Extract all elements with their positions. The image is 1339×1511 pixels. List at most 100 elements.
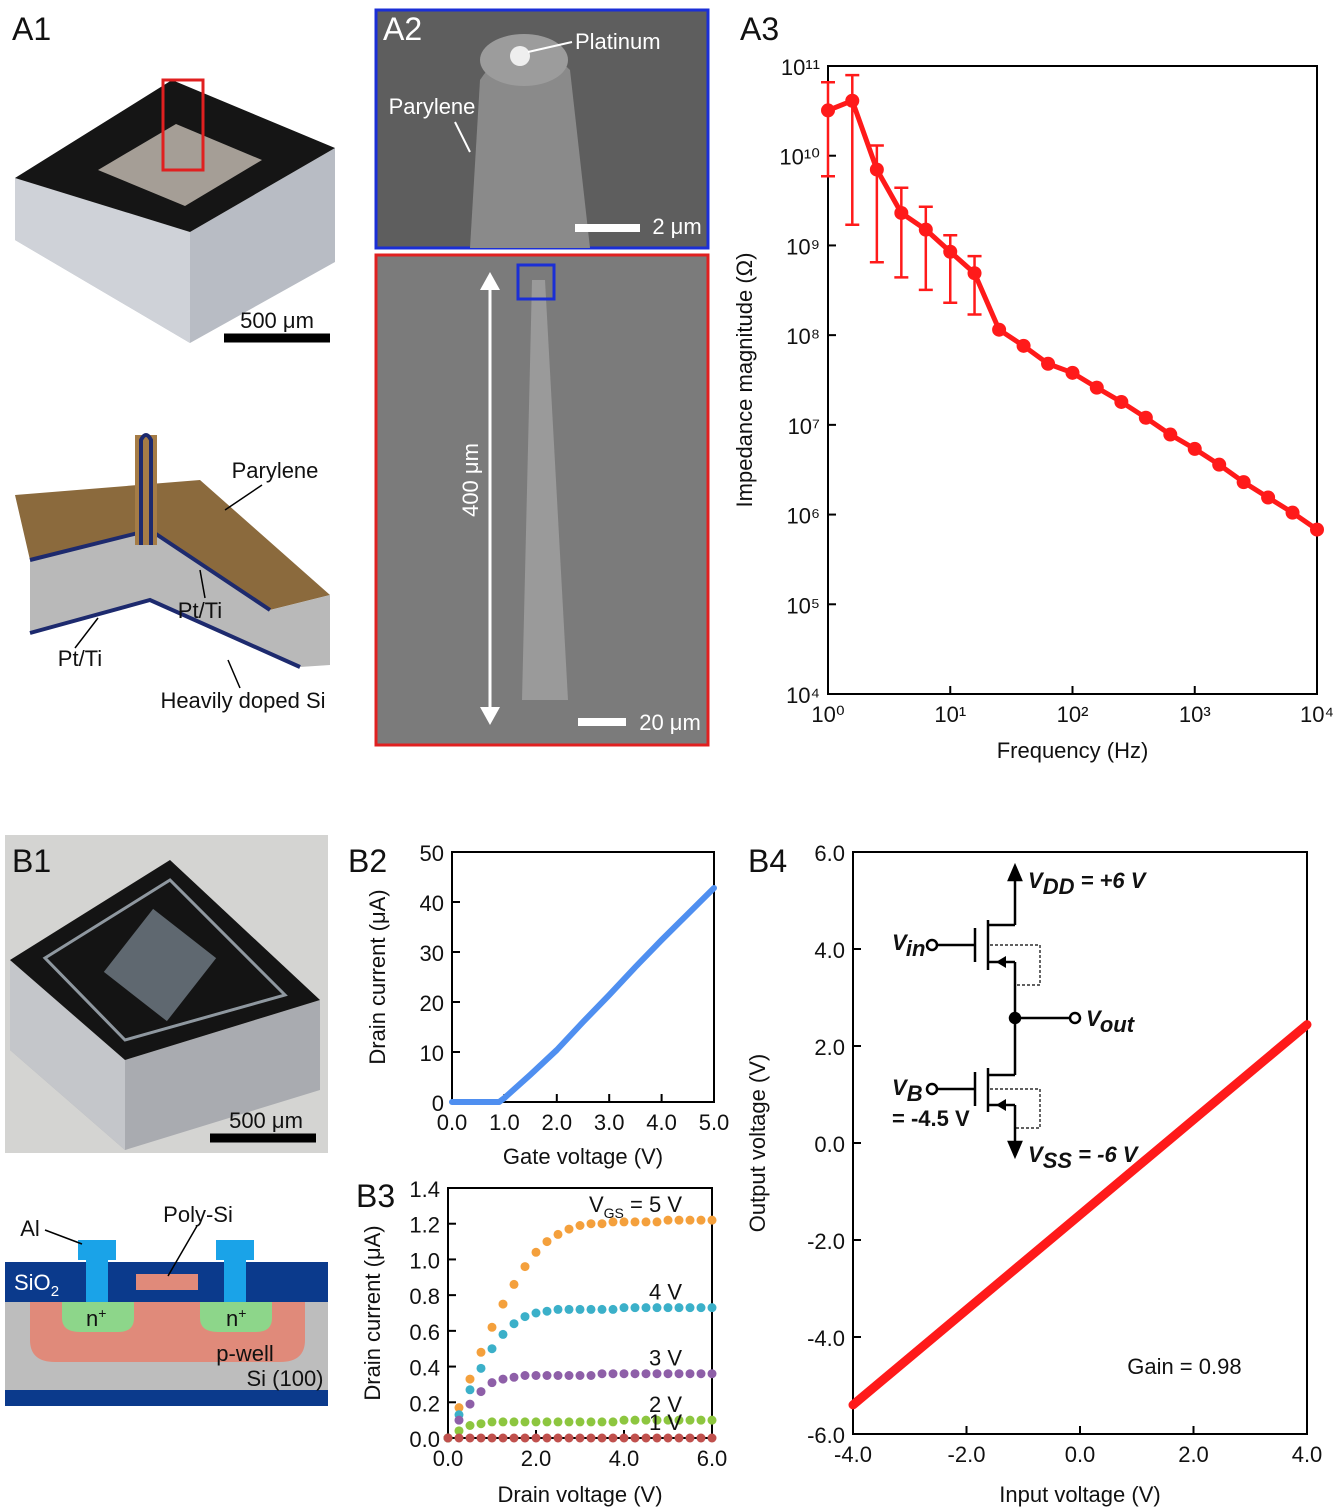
panel-label: B2	[348, 843, 387, 879]
a1-photo	[15, 80, 335, 343]
data-point	[488, 1417, 497, 1426]
data-point	[477, 1419, 486, 1428]
y-axis-label: Impedance magnitude (Ω)	[732, 253, 757, 508]
data-point	[609, 1417, 618, 1426]
x-tick-label: 2.0	[1178, 1442, 1209, 1467]
x-tick-label: 6.0	[697, 1446, 728, 1471]
data-point	[598, 1434, 607, 1443]
data-point	[499, 1300, 508, 1309]
y-tick-label: 10⁷	[788, 414, 820, 439]
data-point	[919, 223, 933, 237]
y-axis-label: Drain current (μA)	[360, 1225, 385, 1400]
y-tick-label: 0.8	[409, 1284, 440, 1309]
circuit-label: Vout	[1086, 1006, 1136, 1037]
x-tick-label: 1.0	[489, 1110, 520, 1135]
y-axis-label: Output voltage (V)	[745, 1054, 770, 1233]
figure: A1 500 μm Parylene Pt/Ti Pt/Ti Heavily d…	[0, 0, 1339, 1511]
series-name: 3 V	[649, 1346, 682, 1371]
data-point	[697, 1416, 706, 1425]
data-point	[1041, 357, 1055, 371]
data-point	[499, 1330, 508, 1339]
data-point	[499, 1434, 508, 1443]
data-point	[466, 1434, 475, 1443]
y-tick-label: 1.4	[409, 1177, 440, 1202]
series-label: 1 V	[649, 1410, 682, 1435]
panel-label: A2	[383, 11, 422, 47]
layer-label: Al	[20, 1216, 40, 1241]
data-point	[532, 1248, 541, 1257]
circuit-label: = -4.5 V	[892, 1106, 970, 1131]
data-point	[609, 1434, 618, 1443]
data-point	[620, 1434, 629, 1443]
data-point	[444, 1434, 453, 1443]
y-tick-label: 0.0	[814, 1132, 845, 1157]
data-point	[576, 1305, 585, 1314]
panel-label: B4	[748, 843, 787, 879]
data-point	[708, 1416, 717, 1425]
data-point	[642, 1217, 651, 1226]
y-tick-label: 10¹⁰	[779, 145, 820, 170]
length-label: 400 μm	[458, 443, 483, 517]
x-axis-label: Input voltage (V)	[999, 1482, 1160, 1507]
layer-label: Si (100)	[246, 1366, 323, 1391]
data-point	[870, 163, 884, 177]
data-point	[686, 1216, 695, 1225]
x-tick-label: 10³	[1179, 702, 1211, 727]
series-name: 5 V	[649, 1192, 682, 1217]
y-tick-label: -4.0	[807, 1326, 845, 1351]
data-point	[653, 1217, 662, 1226]
data-point	[708, 1369, 717, 1378]
data-point	[554, 1417, 563, 1426]
data-point	[1139, 411, 1153, 425]
series-label: VGS = 5 V	[589, 1192, 682, 1221]
data-point	[697, 1303, 706, 1312]
series-label: 3 V	[649, 1346, 682, 1371]
y-tick-label: 0	[432, 1091, 444, 1116]
y-tick-label: 10⁹	[786, 234, 820, 259]
layer-label: p-well	[216, 1341, 273, 1366]
data-point	[488, 1344, 497, 1353]
data-point	[576, 1371, 585, 1380]
data-point	[620, 1369, 629, 1378]
data-point	[576, 1221, 585, 1230]
data-point	[488, 1434, 497, 1443]
data-point	[697, 1434, 706, 1443]
y-tick-label: 0.4	[409, 1356, 440, 1381]
y-tick-label: 0.6	[409, 1320, 440, 1345]
data-point	[477, 1364, 486, 1373]
x-tick-label: 2.0	[542, 1110, 573, 1135]
y-tick-label: -2.0	[807, 1229, 845, 1254]
sem-label: Platinum	[575, 29, 661, 54]
data-point	[620, 1416, 629, 1425]
data-point	[455, 1434, 464, 1443]
data-point	[543, 1417, 552, 1426]
data-point	[565, 1417, 574, 1426]
data-point	[686, 1369, 695, 1378]
error-bar	[821, 82, 835, 176]
data-point	[499, 1375, 508, 1384]
data-point	[1066, 366, 1080, 380]
data-point	[477, 1434, 486, 1443]
data-point	[686, 1416, 695, 1425]
data-point	[587, 1434, 596, 1443]
data-point	[510, 1434, 519, 1443]
scale-label: 500 μm	[240, 308, 314, 333]
data-point	[1188, 442, 1202, 456]
y-tick-label: 10	[420, 1041, 444, 1066]
data-point	[488, 1378, 497, 1387]
data-point	[598, 1369, 607, 1378]
data-point	[821, 103, 835, 117]
data-point	[576, 1417, 585, 1426]
data-point	[587, 1219, 596, 1228]
y-tick-label: 10⁸	[786, 324, 820, 349]
data-point	[1286, 506, 1300, 520]
plot-frame	[452, 852, 714, 1102]
data-point	[532, 1434, 541, 1443]
layer-label: Heavily doped Si	[160, 688, 325, 713]
error-bar	[919, 207, 933, 290]
data-point	[554, 1434, 563, 1443]
y-tick-label: 6.0	[814, 841, 845, 866]
data-point	[532, 1309, 541, 1318]
data-point	[466, 1421, 475, 1430]
data-point	[477, 1387, 486, 1396]
